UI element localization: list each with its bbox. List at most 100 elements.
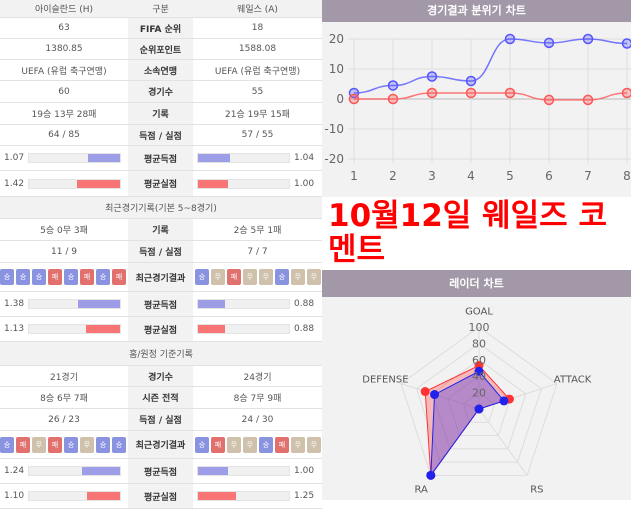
result-badge: 무 xyxy=(307,437,321,453)
axis-label: DEFENSE xyxy=(362,375,408,386)
row-label: 순위포인트 xyxy=(128,39,193,59)
result-badge: 무 xyxy=(227,437,241,453)
axis-label: GOAL xyxy=(465,307,493,318)
data-point xyxy=(467,77,476,86)
row-label: 평균실점 xyxy=(128,484,193,508)
radar-axis xyxy=(479,409,527,475)
home-value: UEFA (유럽 축구연맹) xyxy=(0,64,128,77)
away-bar-value: 1.00 xyxy=(294,179,314,189)
away-team-name: 웨일스 (A) xyxy=(193,2,322,15)
away-value: 2승 5무 1패 xyxy=(193,223,322,236)
home-bar-track xyxy=(28,153,121,163)
row-label: 득점 / 실점 xyxy=(128,241,193,262)
x-tick-label: 4 xyxy=(467,169,475,183)
away-value: 18 xyxy=(193,23,322,33)
x-tick-label: 1 xyxy=(350,169,358,183)
home-bar-fill xyxy=(87,492,120,500)
result-badge: 승 xyxy=(64,437,78,453)
table-row: 최근경기기록(기본 5~8경기) xyxy=(0,197,322,219)
data-point xyxy=(584,95,593,104)
result-badge: 승 xyxy=(0,437,14,453)
x-tick-label: 8 xyxy=(623,169,631,183)
home-bar-value: 1.42 xyxy=(4,179,24,189)
radial-tick-label: 100 xyxy=(469,321,490,334)
data-point xyxy=(428,72,437,81)
data-point xyxy=(430,390,439,399)
home-value: 60 xyxy=(0,87,128,97)
result-badge: 무 xyxy=(291,437,305,453)
result-badge: 승 xyxy=(0,269,14,285)
home-team-name: 아이슬란드 (H) xyxy=(0,2,128,15)
data-point xyxy=(623,39,631,48)
x-tick-label: 6 xyxy=(545,169,553,183)
radial-tick-label: 60 xyxy=(472,354,486,367)
away-bar-fill xyxy=(198,154,230,162)
away-bar: 1.04 xyxy=(193,153,322,163)
data-point xyxy=(421,387,430,396)
away-bar-fill xyxy=(198,180,228,188)
home-bar-track xyxy=(28,179,121,189)
home-bar-value: 1.24 xyxy=(4,466,24,476)
row-label: 기록 xyxy=(128,103,193,124)
result-badge: 무 xyxy=(211,269,225,285)
x-tick-label: 3 xyxy=(428,169,436,183)
home-value: 26 / 23 xyxy=(0,415,128,425)
data-point xyxy=(389,95,398,104)
result-badge: 무 xyxy=(291,269,305,285)
away-bar-track xyxy=(197,466,290,476)
away-bar: 1.00 xyxy=(193,466,322,476)
away-bar-value: 1.04 xyxy=(294,153,314,163)
away-bar-fill xyxy=(198,325,225,333)
result-badge: 승 xyxy=(112,437,126,453)
result-badge: 승 xyxy=(195,269,209,285)
away-bar-track xyxy=(197,299,290,309)
home-bar-fill xyxy=(86,325,120,333)
data-point xyxy=(426,471,435,480)
row-label: 득점 / 실점 xyxy=(128,125,193,145)
result-badge: 무 xyxy=(307,269,321,285)
row-label: 최근경기결과 xyxy=(128,431,193,458)
home-value: 8승 6무 7패 xyxy=(0,391,128,404)
row-label: 평균실점 xyxy=(128,171,193,196)
row-label: 평균득점 xyxy=(128,146,193,170)
y-tick-label: -20 xyxy=(324,152,344,166)
y-tick-label: 0 xyxy=(336,92,344,106)
data-point xyxy=(623,89,631,98)
row-label: 경기수 xyxy=(128,366,193,386)
radial-tick-label: 40 xyxy=(472,370,486,383)
result-badge: 패 xyxy=(275,437,289,453)
table-row: 1.42 평균실점 1.00 xyxy=(0,171,322,197)
row-label: 평균득점 xyxy=(128,292,193,316)
home-bar-fill xyxy=(77,180,120,188)
result-badge: 승 xyxy=(96,437,110,453)
overlay-banner: 10월12일 웨일즈 코멘트 xyxy=(328,199,628,267)
result-badge: 패 xyxy=(112,269,126,285)
home-value: 19승 13무 28패 xyxy=(0,107,128,120)
away-value: 55 xyxy=(193,87,322,97)
away-bar-fill xyxy=(198,300,225,308)
axis-label: RS xyxy=(530,485,543,496)
home-value: 5승 0무 3패 xyxy=(0,223,128,236)
home-bar-fill xyxy=(78,300,120,308)
away-bar-value: 0.88 xyxy=(294,299,314,309)
data-point xyxy=(545,95,554,104)
data-point xyxy=(467,89,476,98)
away-bar: 0.88 xyxy=(193,324,322,334)
home-bar-track xyxy=(28,466,121,476)
